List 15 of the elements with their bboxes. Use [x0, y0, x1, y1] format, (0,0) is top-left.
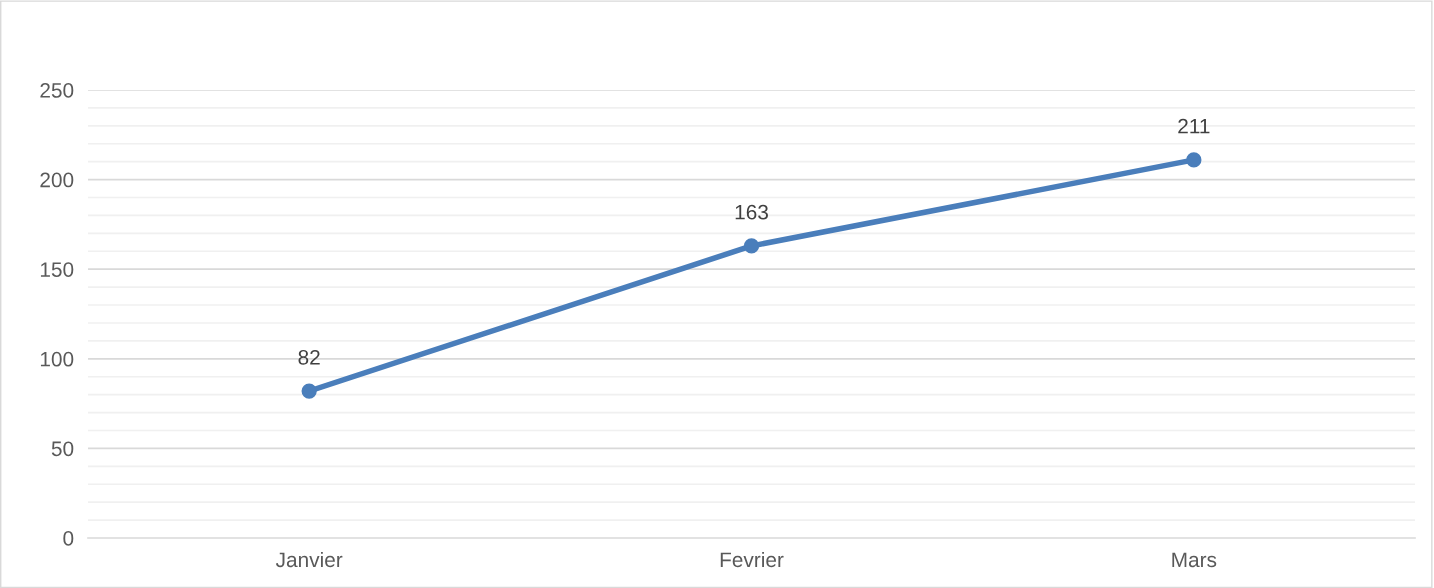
point [301, 383, 317, 399]
y-tick-label: 250 [40, 83, 74, 98]
data-label: 82 [298, 349, 320, 365]
x-tick-label: Fevrier [720, 551, 784, 568]
data-label: 211 [1178, 118, 1210, 134]
y-tick-label: 200 [40, 172, 74, 188]
data-label: 163 [735, 204, 768, 220]
y-tick-label: 50 [51, 441, 74, 457]
x-tick-label: Mars [1172, 552, 1217, 568]
point [1186, 152, 1202, 168]
y-tick-label: 0 [63, 531, 74, 546]
point [743, 238, 760, 254]
x-tick-label: Janvier [275, 551, 343, 568]
y-tick-label: 100 [40, 351, 74, 367]
y-tick-label: 150 [40, 262, 74, 277]
